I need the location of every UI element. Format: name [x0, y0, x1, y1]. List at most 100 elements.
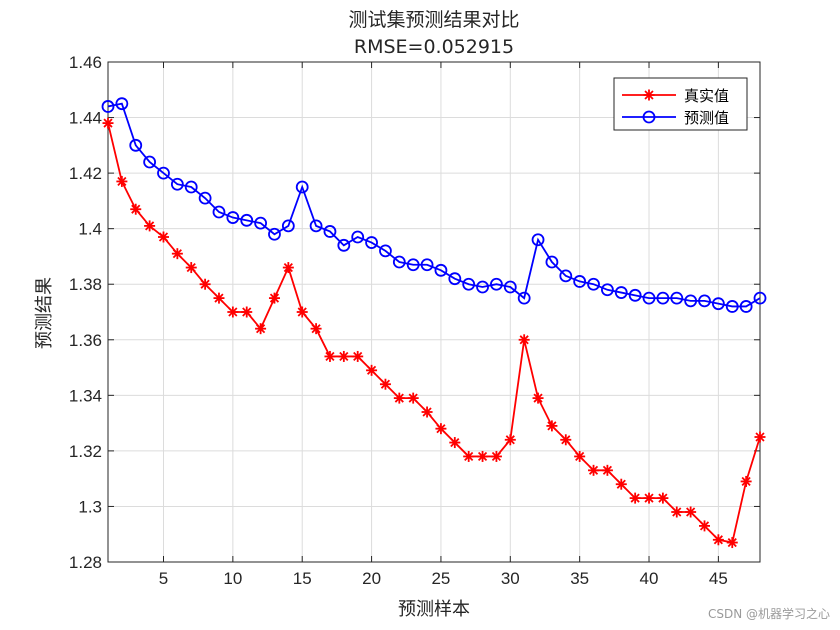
data-point [657, 492, 669, 504]
asterisk-stroke [436, 424, 446, 434]
data-point [656, 291, 670, 305]
y-axis-label: 预测结果 [34, 277, 55, 349]
asterisk-stroke [242, 307, 252, 317]
asterisk-stroke [339, 351, 349, 362]
data-point [351, 230, 365, 244]
data-point [490, 450, 502, 462]
data-point [574, 450, 586, 462]
legend-entry: 真实值 [622, 87, 729, 105]
asterisk-stroke [172, 249, 182, 259]
asterisk-stroke [269, 293, 280, 303]
data-point [102, 117, 114, 129]
data-point [448, 272, 462, 286]
asterisk-stroke [505, 435, 515, 445]
data-point [116, 175, 128, 187]
data-point [698, 294, 711, 308]
asterisk-stroke [672, 507, 682, 517]
chart-subtitle: RMSE=0.052915 [354, 36, 514, 58]
data-point [101, 100, 115, 113]
asterisk-stroke [588, 465, 599, 475]
data-point [227, 306, 239, 318]
legend-label: 预测值 [684, 109, 729, 127]
x-tick-label: 35 [570, 569, 589, 588]
asterisk-stroke [519, 335, 529, 345]
asterisk-stroke [214, 293, 224, 303]
data-point [309, 219, 323, 233]
data-point [130, 203, 142, 215]
data-point [462, 277, 476, 291]
data-point [226, 211, 240, 224]
data-point [559, 269, 573, 283]
data-point [143, 155, 157, 169]
data-point [268, 227, 281, 241]
data-point [337, 238, 351, 252]
asterisk-stroke [325, 351, 335, 362]
y-tick-label: 1.42 [69, 164, 102, 183]
data-point [240, 213, 254, 227]
asterisk-stroke [131, 204, 141, 214]
data-point [753, 291, 767, 305]
asterisk-stroke [616, 479, 626, 489]
data-point [628, 288, 642, 302]
asterisk-stroke [311, 324, 321, 334]
data-point [198, 191, 212, 205]
plot-frame [107, 61, 761, 563]
series-1 [101, 97, 767, 313]
data-point [614, 286, 628, 299]
series-layer [101, 97, 767, 549]
asterisk-stroke [713, 535, 723, 545]
data-point [296, 306, 308, 318]
data-point [170, 177, 184, 191]
data-point [711, 297, 725, 311]
data-point [185, 262, 197, 274]
asterisk-stroke [547, 421, 557, 431]
x-axis-label: 预测样本 [398, 599, 470, 620]
x-tick-label: 25 [431, 569, 450, 588]
data-point [420, 258, 434, 272]
asterisk-stroke [658, 493, 668, 503]
chart-title: 测试集预测结果对比 [348, 9, 519, 31]
data-point [699, 520, 711, 532]
x-tick-label: 10 [223, 569, 242, 588]
asterisk-stroke [380, 379, 391, 389]
data-point [199, 278, 211, 290]
data-point [671, 506, 683, 518]
data-point [129, 138, 143, 152]
data-point [171, 248, 183, 260]
tick-labels: 5 10 15 20 25 30 35 40 45 1.28 1.3 1.32 1.34 1.36 1.38… [69, 53, 728, 588]
data-point [684, 294, 698, 308]
y-tick-label: 1.44 [69, 109, 102, 128]
data-point [615, 478, 627, 490]
asterisk-stroke [353, 351, 363, 362]
asterisk-stroke [533, 393, 543, 403]
legend-marker [643, 89, 655, 101]
data-point [573, 275, 587, 288]
data-point [144, 220, 156, 232]
data-point [740, 475, 752, 487]
x-tick-label: 15 [293, 569, 312, 588]
data-point [365, 236, 378, 249]
asterisk-stroke [741, 476, 751, 487]
data-point [324, 350, 336, 362]
data-point [532, 392, 544, 404]
asterisk-stroke [727, 537, 737, 548]
data-point [518, 334, 530, 346]
data-point [588, 464, 600, 476]
asterisk-stroke [491, 451, 502, 462]
data-point [281, 219, 295, 233]
asterisk-stroke [255, 324, 266, 334]
y-tick-label: 1.38 [69, 275, 102, 294]
asterisk-stroke [103, 118, 113, 128]
asterisk-stroke [283, 262, 293, 273]
x-tick-label: 40 [640, 569, 659, 588]
data-point [517, 291, 531, 305]
asterisk-stroke [117, 176, 127, 187]
y-tick-label: 1.34 [69, 386, 102, 405]
data-point [366, 364, 378, 376]
data-point [490, 277, 503, 291]
asterisk-stroke [186, 262, 196, 273]
asterisk-stroke [228, 307, 238, 317]
data-point [477, 450, 489, 462]
